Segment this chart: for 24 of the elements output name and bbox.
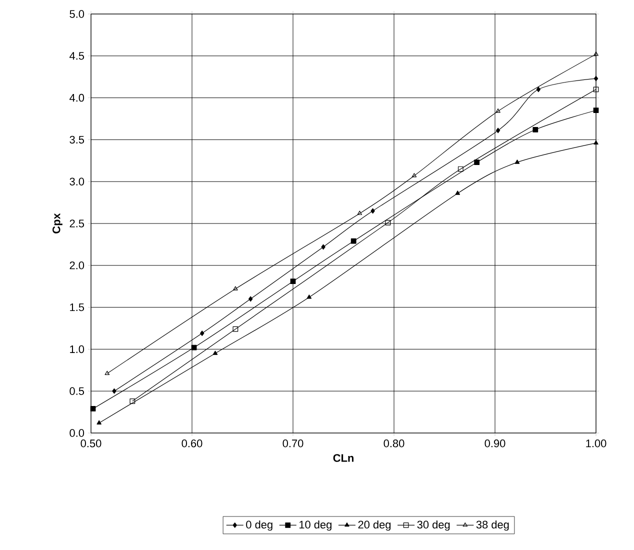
- x-tick-label: 0.80: [384, 440, 404, 448]
- x-tick-label: 0.60: [182, 440, 202, 448]
- y-tick-label: 0.5: [70, 387, 84, 395]
- x-tick-label: 0.90: [484, 440, 506, 448]
- y-tick-label: 3.0: [70, 178, 84, 186]
- x-tick-label: 0.70: [282, 440, 304, 448]
- y-tick-label: 2.0: [70, 262, 84, 270]
- legend-label: 10 deg: [299, 520, 332, 531]
- legend-label: 30 deg: [417, 520, 450, 531]
- x-tick-label: 0.50: [80, 440, 102, 448]
- legend-label: 20 deg: [358, 520, 391, 531]
- x-axis-title: CLn: [333, 454, 354, 462]
- legend-label: 0 deg: [246, 520, 272, 531]
- y-tick-label: 1.0: [70, 345, 84, 354]
- y-tick-label: 1.5: [70, 303, 84, 312]
- y-axis-title: Cpx: [52, 213, 62, 234]
- y-tick-label: 2.5: [70, 220, 84, 228]
- y-tick-label: 3.5: [70, 136, 84, 144]
- y-tick-label: 5.0: [70, 10, 84, 18]
- y-tick-label: 0.0: [70, 429, 84, 437]
- x-tick-label: 1.00: [586, 440, 606, 448]
- y-tick-label: 4.5: [70, 52, 84, 60]
- legend-label: 38 deg: [476, 520, 509, 531]
- y-tick-label: 4.0: [70, 94, 84, 102]
